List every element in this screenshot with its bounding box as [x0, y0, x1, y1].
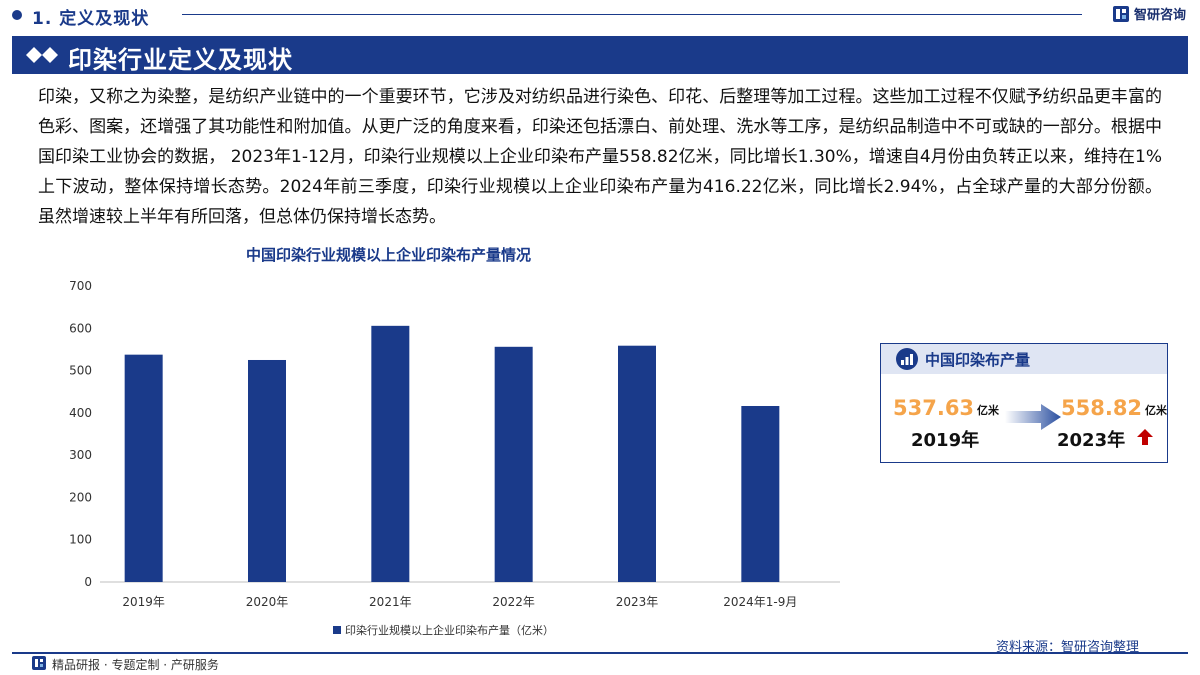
value-2023: 558.82: [1061, 396, 1143, 420]
page-title: 印染行业定义及现状: [68, 46, 293, 74]
footer-tagline: 精品研报 · 专题定制 · 产研服务: [52, 658, 219, 672]
brand-name: 智研咨询: [1133, 8, 1186, 23]
y-tick-label: 200: [69, 490, 92, 504]
year-2023: 2023年: [1057, 430, 1126, 451]
chart-title: 中国印染行业规模以上企业印染布产量情况: [246, 246, 532, 264]
y-tick-label: 400: [69, 406, 92, 420]
bar: [618, 345, 656, 582]
source-note: 资料来源：智研咨询整理: [996, 640, 1140, 655]
y-tick-label: 100: [69, 533, 92, 547]
footer-divider: [12, 652, 1188, 654]
bar: [371, 325, 410, 582]
intro-paragraph: 印染，又称之为染整，是纺织产业链中的一个重要环节，它涉及对纺织品进行染色、印花、…: [38, 87, 1162, 227]
bar: [494, 346, 533, 582]
legend-swatch: [333, 626, 341, 634]
arrow-up-icon: [1137, 429, 1153, 445]
y-tick-label: 300: [69, 448, 92, 462]
unit-2019: 亿米: [977, 404, 999, 417]
y-tick-label: 700: [69, 279, 92, 293]
brand: 智研咨询: [1112, 4, 1186, 23]
x-tick-label: 2020年: [246, 595, 289, 609]
card-header: 中国印染布产量: [881, 344, 1167, 374]
unit-2023: 亿米: [1145, 404, 1167, 417]
y-tick-label: 500: [69, 364, 92, 378]
footer-logo-icon: [32, 656, 46, 670]
chart-badge-icon: [896, 348, 918, 370]
y-tick-label: 0: [84, 575, 92, 589]
x-tick-label: 2021年: [369, 595, 412, 609]
title-banner: 印染行业定义及现状: [12, 36, 1188, 74]
y-tick-label: 600: [69, 321, 92, 335]
diamond-icon: [26, 47, 58, 63]
value-2019: 537.63: [893, 396, 975, 420]
year-2019: 2019年: [911, 430, 980, 451]
brand-logo-icon: [1112, 5, 1129, 22]
bar-chart: 0 100 200 300 400 500 600 700 2019年 2020年 2021年 202…: [69, 279, 840, 637]
bullet-icon: [12, 10, 22, 20]
x-tick-label: 2023年: [616, 595, 659, 609]
x-tick-label: 2024年1-9月: [723, 595, 797, 609]
x-tick-label: 2019年: [122, 595, 165, 609]
section-label: 1. 定义及现状: [32, 9, 150, 29]
legend-label: 印染行业规模以上企业印染布产量（亿米）: [345, 623, 554, 637]
arrow-right-icon: [1005, 404, 1061, 430]
bar: [741, 405, 780, 582]
bar: [124, 354, 163, 582]
card-title: 中国印染布产量: [925, 351, 1031, 369]
x-tick-label: 2022年: [492, 595, 535, 609]
top-header: 1. 定义及现状 智研咨询: [0, 0, 1200, 30]
header-divider: [182, 14, 1082, 15]
production-card: 中国印染布产量 537.63 亿米 2019年 558.82 亿米 2023年: [880, 343, 1168, 463]
bar: [248, 359, 286, 582]
